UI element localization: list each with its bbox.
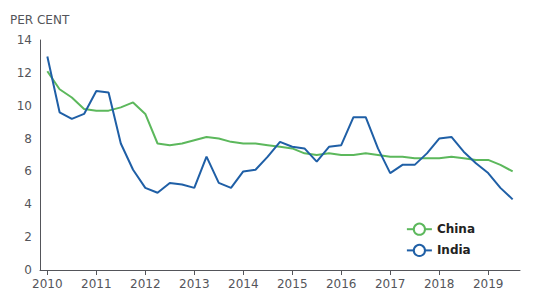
svg-text:8: 8 xyxy=(24,132,32,146)
svg-text:10: 10 xyxy=(17,99,32,113)
svg-text:2018: 2018 xyxy=(424,277,455,291)
svg-text:2010: 2010 xyxy=(32,277,63,291)
svg-text:2017: 2017 xyxy=(375,277,406,291)
svg-text:12: 12 xyxy=(17,66,32,80)
svg-text:2012: 2012 xyxy=(130,277,161,291)
svg-text:2013: 2013 xyxy=(179,277,210,291)
svg-text:0: 0 xyxy=(24,263,32,277)
svg-text:6: 6 xyxy=(24,164,32,178)
svg-text:2014: 2014 xyxy=(228,277,259,291)
svg-text:PER CENT: PER CENT xyxy=(10,13,70,27)
svg-text:2019: 2019 xyxy=(473,277,504,291)
svg-text:2016: 2016 xyxy=(326,277,357,291)
svg-text:4: 4 xyxy=(24,197,32,211)
svg-text:14: 14 xyxy=(17,33,32,47)
svg-text:China: China xyxy=(437,222,475,236)
svg-text:2: 2 xyxy=(24,230,32,244)
svg-text:2011: 2011 xyxy=(81,277,112,291)
svg-text:2015: 2015 xyxy=(277,277,308,291)
svg-text:India: India xyxy=(437,243,471,257)
